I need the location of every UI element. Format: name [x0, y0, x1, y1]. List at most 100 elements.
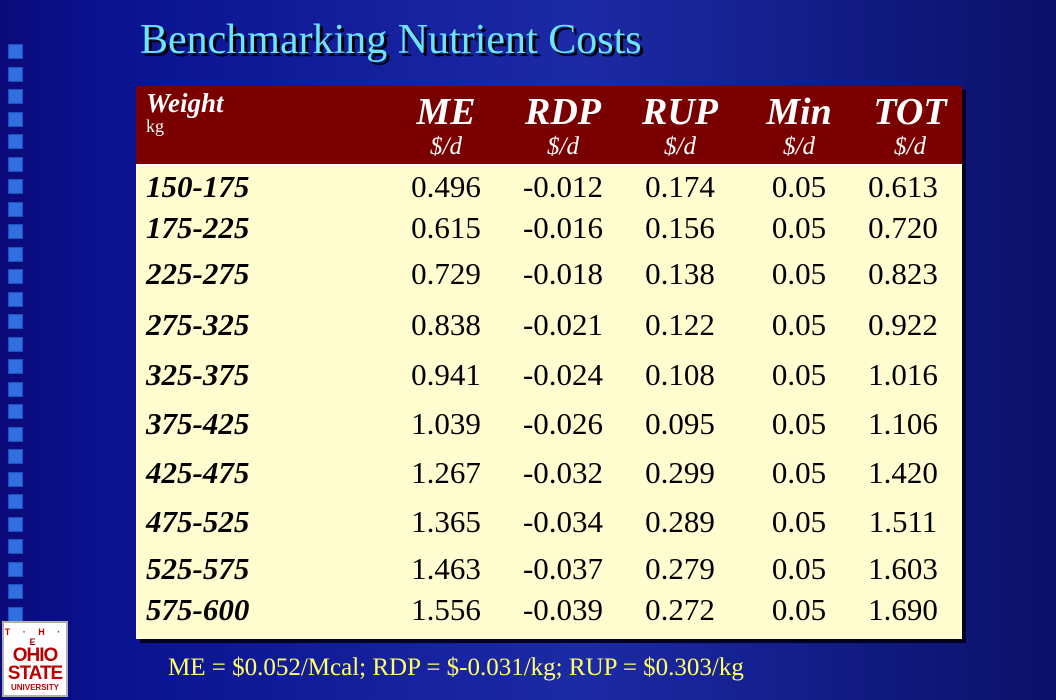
column-header-unit: $/d	[664, 133, 696, 160]
weight-cell: 175-225	[146, 210, 250, 245]
decorative-square	[8, 314, 23, 329]
column-header-unit: $/d	[894, 133, 926, 160]
tot-cell: 1.016	[868, 357, 938, 392]
weight-header-unit: kg	[146, 116, 164, 136]
rup-cell: 0.108	[645, 357, 715, 392]
me-cell: 0.838	[411, 307, 481, 342]
tot-cell: 0.613	[868, 169, 938, 204]
tot-cell: 1.106	[868, 406, 938, 441]
decorative-square	[8, 606, 23, 622]
decorative-square	[8, 494, 23, 509]
slide-title: Benchmarking Nutrient Costs	[140, 17, 642, 63]
column-header-name: ME	[416, 91, 476, 133]
me-cell: 0.496	[411, 169, 481, 204]
me-cell: 1.039	[411, 406, 481, 441]
decorative-square	[8, 449, 23, 464]
decorative-square	[8, 224, 23, 239]
min-cell: 0.05	[771, 307, 827, 342]
table-row: 375-425 1.039 -0.026 0.095 0.05 1.106	[136, 406, 962, 452]
decorative-square	[8, 561, 23, 577]
rdp-cell: -0.032	[522, 455, 604, 490]
rup-cell: 0.299	[645, 455, 715, 490]
table-row: 475-525 1.365 -0.034 0.289 0.05 1.511	[136, 504, 962, 550]
rdp-cell: -0.018	[522, 256, 604, 291]
min-cell: 0.05	[771, 551, 827, 586]
column-header-name: Min	[766, 91, 832, 133]
column-header-unit: $/d	[783, 133, 815, 160]
decorative-square	[8, 269, 23, 284]
weight-cell: 575-600	[146, 592, 250, 627]
tot-cell: 0.720	[868, 210, 938, 245]
table-row: 425-475 1.267 -0.032 0.299 0.05 1.420	[136, 455, 962, 501]
rdp-cell: -0.039	[522, 592, 604, 627]
me-cell: 1.267	[411, 455, 481, 490]
weight-column-header: Weight kg	[146, 88, 224, 137]
rdp-cell: -0.034	[522, 504, 604, 539]
decorative-square	[8, 44, 23, 59]
weight-cell: 275-325	[146, 307, 250, 342]
weight-cell: 525-575	[146, 551, 250, 586]
decorative-square	[8, 66, 23, 82]
decorative-square	[8, 246, 23, 262]
min-cell: 0.05	[771, 256, 827, 291]
table-row: 525-575 1.463 -0.037 0.279 0.05 1.603	[136, 551, 962, 597]
weight-cell: 425-475	[146, 455, 250, 490]
decorative-square	[8, 134, 23, 149]
rup-cell: 0.156	[645, 210, 715, 245]
decorative-square-column	[8, 44, 24, 652]
column-header-min: Min $/d	[739, 92, 859, 162]
tot-cell: 1.690	[868, 592, 938, 627]
me-cell: 1.463	[411, 551, 481, 586]
rup-cell: 0.279	[645, 551, 715, 586]
weight-cell: 475-525	[146, 504, 250, 539]
min-cell: 0.05	[771, 357, 827, 392]
table-header: Weight kg ME $/d RDP $/d RUP $/d Min $/d…	[136, 86, 962, 166]
decorative-square	[8, 359, 23, 374]
logo-line-ohio: OHIO	[12, 645, 59, 666]
column-header-unit: $/d	[430, 133, 462, 160]
min-cell: 0.05	[771, 406, 827, 441]
logo-line-the: T · H · E	[4, 627, 66, 647]
column-header-unit: $/d	[547, 133, 579, 160]
column-header-name: TOT	[873, 91, 947, 133]
me-cell: 1.556	[411, 592, 481, 627]
table-row: 325-375 0.941 -0.024 0.108 0.05 1.016	[136, 357, 962, 403]
cost-table: Weight kg ME $/d RDP $/d RUP $/d Min $/d…	[136, 86, 962, 639]
decorative-square	[8, 471, 23, 487]
rdp-cell: -0.012	[522, 169, 604, 204]
logo-line-state: STATE	[7, 663, 63, 684]
column-header-name: RUP	[642, 91, 718, 133]
rup-cell: 0.122	[645, 307, 715, 342]
tot-cell: 1.511	[868, 504, 938, 539]
weight-cell: 150-175	[146, 169, 250, 204]
column-header-me: ME $/d	[386, 92, 506, 162]
column-header-tot: TOT $/d	[855, 92, 965, 162]
weight-cell: 375-425	[146, 406, 250, 441]
decorative-square	[8, 291, 23, 307]
decorative-square	[8, 179, 23, 194]
weight-cell: 325-375	[146, 357, 250, 392]
rdp-cell: -0.016	[522, 210, 604, 245]
table-row: 275-325 0.838 -0.021 0.122 0.05 0.922	[136, 307, 962, 353]
table-row: 150-175 0.496 -0.012 0.174 0.05 0.613	[136, 169, 962, 215]
me-cell: 1.365	[411, 504, 481, 539]
tot-cell: 0.823	[868, 256, 938, 291]
min-cell: 0.05	[771, 169, 827, 204]
column-header-name: RDP	[525, 91, 601, 133]
logo-line-university: UNIVERSITY	[10, 683, 59, 692]
decorative-square	[8, 539, 23, 554]
rdp-cell: -0.037	[522, 551, 604, 586]
rdp-cell: -0.021	[522, 307, 604, 342]
rup-cell: 0.138	[645, 256, 715, 291]
decorative-square	[8, 201, 23, 217]
me-cell: 0.729	[411, 256, 481, 291]
decorative-square	[8, 381, 23, 397]
rup-cell: 0.174	[645, 169, 715, 204]
min-cell: 0.05	[771, 504, 827, 539]
rdp-cell: -0.024	[522, 357, 604, 392]
table-row: 175-225 0.615 -0.016 0.156 0.05 0.720	[136, 210, 962, 256]
weight-header-label: Weight	[146, 88, 224, 118]
decorative-square	[8, 404, 23, 419]
decorative-square	[8, 516, 23, 532]
me-cell: 0.941	[411, 357, 481, 392]
